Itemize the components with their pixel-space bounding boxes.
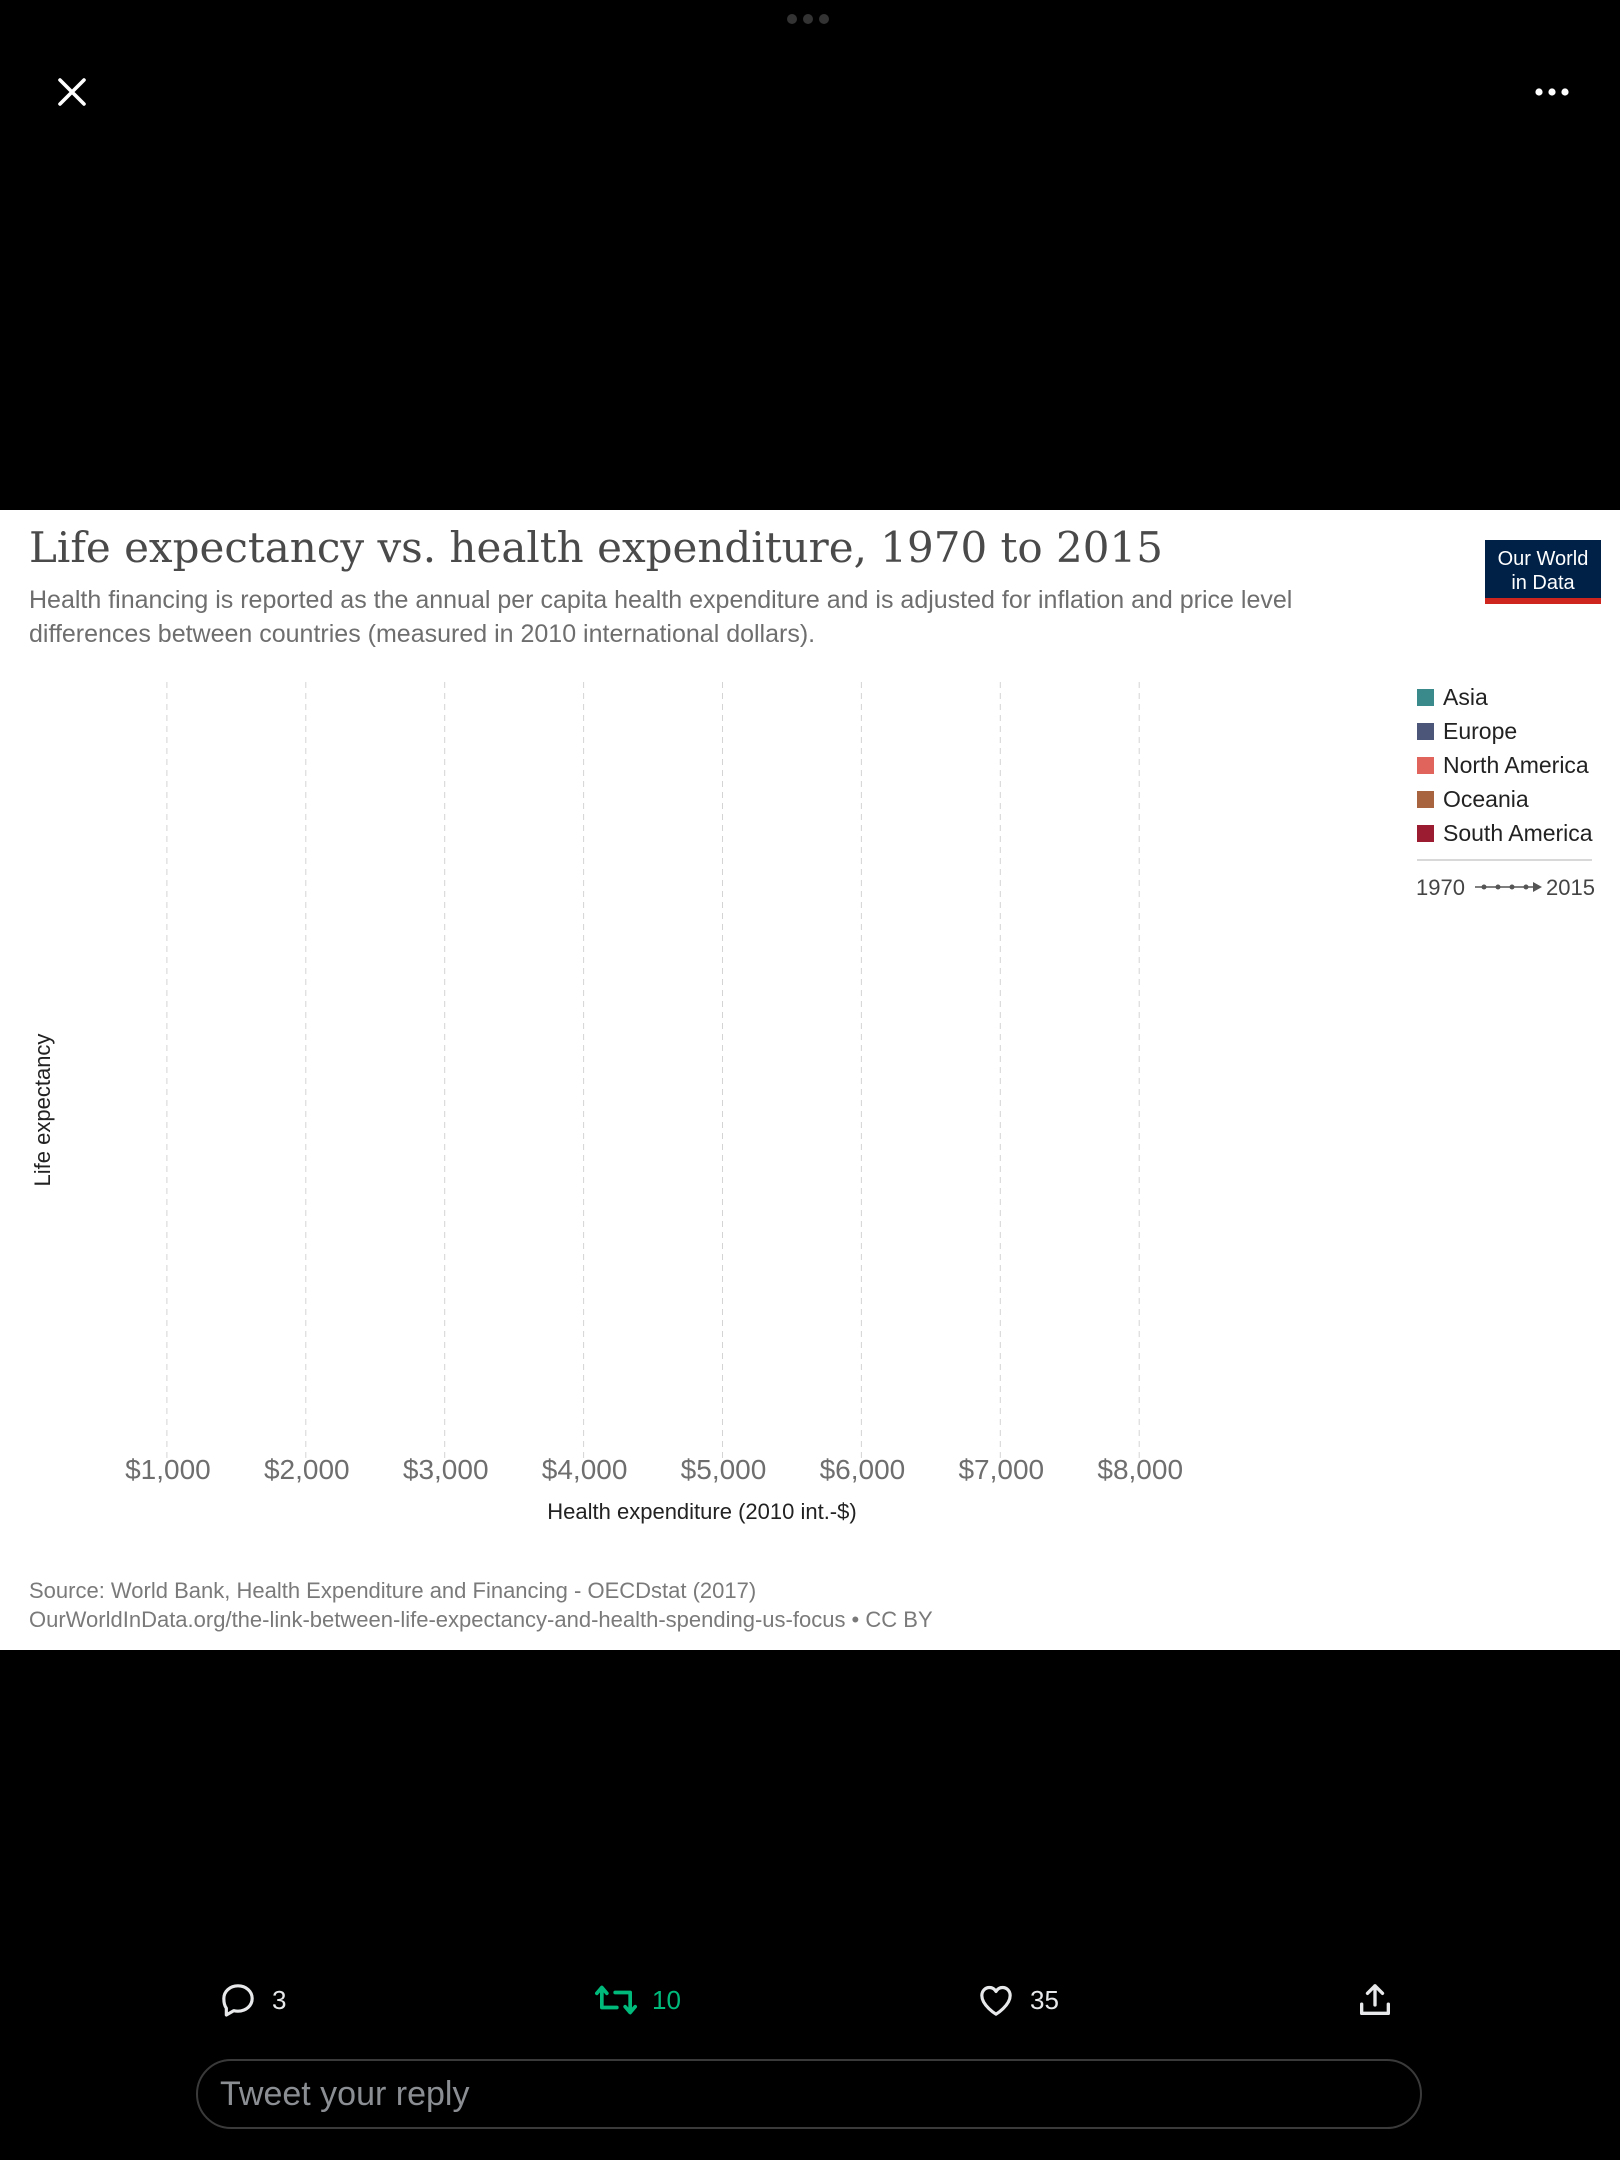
- legend-swatch: [1417, 757, 1434, 774]
- share-icon: [1360, 1984, 1390, 2015]
- reply-button[interactable]: 3: [218, 1968, 286, 2032]
- time-legend-end: 2015: [1546, 875, 1595, 900]
- chart: Life expectancy vs. health expenditure, …: [29, 523, 1601, 1632]
- legend-label: Europe: [1443, 718, 1517, 744]
- x-tick-label: $5,000: [681, 1454, 767, 1485]
- svg-text:Our World: Our World: [1498, 548, 1589, 570]
- more-options-button[interactable]: [1520, 60, 1584, 124]
- like-count: 35: [1030, 1984, 1059, 2015]
- chart-legend: Asia Europe North America Oceania South Amer…: [1416, 684, 1595, 900]
- x-tick-label: $7,000: [958, 1454, 1044, 1485]
- share-button[interactable]: [1355, 1968, 1395, 2032]
- retweet-icon: [595, 1985, 638, 2015]
- chart-title: Life expectancy vs. health expenditure, …: [29, 523, 1163, 572]
- y-axis-label: Life expectancy: [30, 1034, 55, 1187]
- x-tick-label: $6,000: [820, 1454, 906, 1485]
- legend-swatch: [1417, 791, 1434, 808]
- legend-item: Asia: [1417, 684, 1488, 710]
- x-tick-label: $2,000: [264, 1454, 350, 1485]
- legend-item: Europe: [1417, 718, 1517, 744]
- legend-label: North America: [1443, 752, 1589, 778]
- chart-url: OurWorldInData.org/the-link-between-life…: [29, 1607, 933, 1632]
- legend-label: Oceania: [1443, 786, 1529, 812]
- close-button[interactable]: [40, 60, 104, 124]
- x-axis: $1,000 $2,000 $3,000 $4,000 $5,000 $6,000 $7,0…: [125, 1454, 1183, 1485]
- legend-swatch: [1417, 723, 1434, 740]
- legend-item: North America: [1417, 752, 1589, 778]
- legend-swatch: [1417, 689, 1434, 706]
- legend-label: Asia: [1443, 684, 1488, 710]
- chart-subtitle-line1: Health financing is reported as the annu…: [29, 586, 1292, 614]
- reply-icon: [222, 1984, 254, 2017]
- chart-subtitle-line2: differences between countries (measured …: [29, 620, 815, 648]
- more-horizontal-icon: [1535, 88, 1569, 96]
- reply-count: 3: [272, 1984, 287, 2015]
- drag-handle[interactable]: [787, 14, 833, 26]
- reply-input[interactable]: Tweet your reply: [196, 2059, 1422, 2129]
- time-legend-start: 1970: [1416, 875, 1465, 900]
- tweet-image[interactable]: Life expectancy vs. health expenditure, …: [0, 510, 1620, 1650]
- close-icon: [58, 78, 86, 106]
- x-tick-label: $8,000: [1097, 1454, 1183, 1485]
- legend-item: South America: [1417, 820, 1593, 846]
- chart-grid: [166, 682, 1140, 1460]
- retweet-count: 10: [652, 1984, 681, 2015]
- owid-logo: Our World in Data: [1485, 540, 1601, 604]
- time-legend: 1970 2015: [1416, 875, 1595, 900]
- legend-item: Oceania: [1417, 786, 1529, 812]
- reply-placeholder: Tweet your reply: [220, 2074, 470, 2113]
- x-axis-label: Health expenditure (2010 int.-$): [547, 1499, 856, 1524]
- like-button[interactable]: 35: [976, 1968, 1059, 2032]
- chart-source: Source: World Bank, Health Expenditure a…: [29, 1578, 756, 1603]
- x-tick-label: $1,000: [125, 1454, 211, 1485]
- x-tick-label: $4,000: [542, 1454, 628, 1485]
- retweet-button[interactable]: 10: [594, 1968, 681, 2032]
- heart-icon: [980, 1985, 1012, 2016]
- legend-swatch: [1417, 825, 1434, 842]
- legend-label: South America: [1443, 820, 1593, 846]
- tweet-actions: 3 10 35: [0, 1968, 1620, 2032]
- svg-text:in Data: in Data: [1511, 572, 1575, 594]
- x-tick-label: $3,000: [403, 1454, 489, 1485]
